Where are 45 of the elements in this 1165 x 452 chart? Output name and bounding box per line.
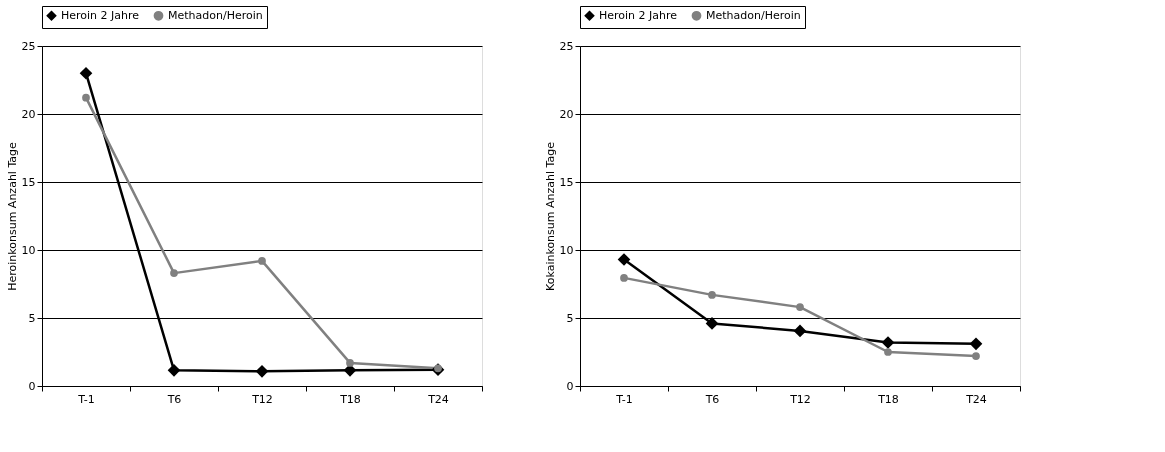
x-tick-label: T24 <box>965 392 987 406</box>
point <box>258 257 266 265</box>
x-tick-label: T18 <box>339 392 361 406</box>
point <box>346 359 354 367</box>
y-tick-label: 15 <box>559 175 574 189</box>
x-tick-label: T12 <box>251 392 273 406</box>
point <box>79 66 93 80</box>
point <box>617 253 631 266</box>
x-tick-label: T12 <box>789 392 811 406</box>
y-tick-label: 25 <box>559 39 574 53</box>
point <box>793 324 807 338</box>
y-tick-label: 10 <box>559 243 574 257</box>
y-axis-title: Kokainkonsum Anzahl Tage <box>543 141 557 291</box>
y-tick-label: 25 <box>21 39 36 53</box>
x-tick-label: T-1 <box>615 392 633 406</box>
x-tick-label: T6 <box>704 392 720 406</box>
legend-label: Heroin 2 Jahre <box>599 8 678 22</box>
y-tick-label: 0 <box>566 379 574 393</box>
x-tick-label: T18 <box>877 392 899 406</box>
y-tick-label: 10 <box>21 243 36 257</box>
y-tick-label: 0 <box>28 379 36 393</box>
point <box>972 352 980 360</box>
point <box>796 303 804 311</box>
point <box>969 337 983 351</box>
point <box>82 93 90 102</box>
legend-label: Methadon/Heroin <box>706 8 801 22</box>
point <box>708 291 716 299</box>
x-tick-label: T6 <box>166 392 182 406</box>
point <box>170 269 178 277</box>
y-axis-title: Heroinkonsum Anzahl Tage <box>5 141 19 291</box>
point <box>884 348 892 356</box>
y-tick-label: 5 <box>566 311 574 325</box>
y-tick-label: 15 <box>21 175 36 189</box>
legend-label: Heroin 2 Jahre <box>61 8 140 22</box>
legend-label: Methadon/Heroin <box>168 8 263 22</box>
point <box>255 364 269 378</box>
point <box>620 274 628 282</box>
y-tick-label: 20 <box>21 107 36 121</box>
x-tick-label: T24 <box>427 392 449 406</box>
point <box>705 317 719 330</box>
point <box>881 336 895 349</box>
point <box>167 364 181 377</box>
y-tick-label: 20 <box>559 107 574 121</box>
y-tick-label: 5 <box>28 311 36 325</box>
x-tick-label: T-1 <box>77 392 95 406</box>
